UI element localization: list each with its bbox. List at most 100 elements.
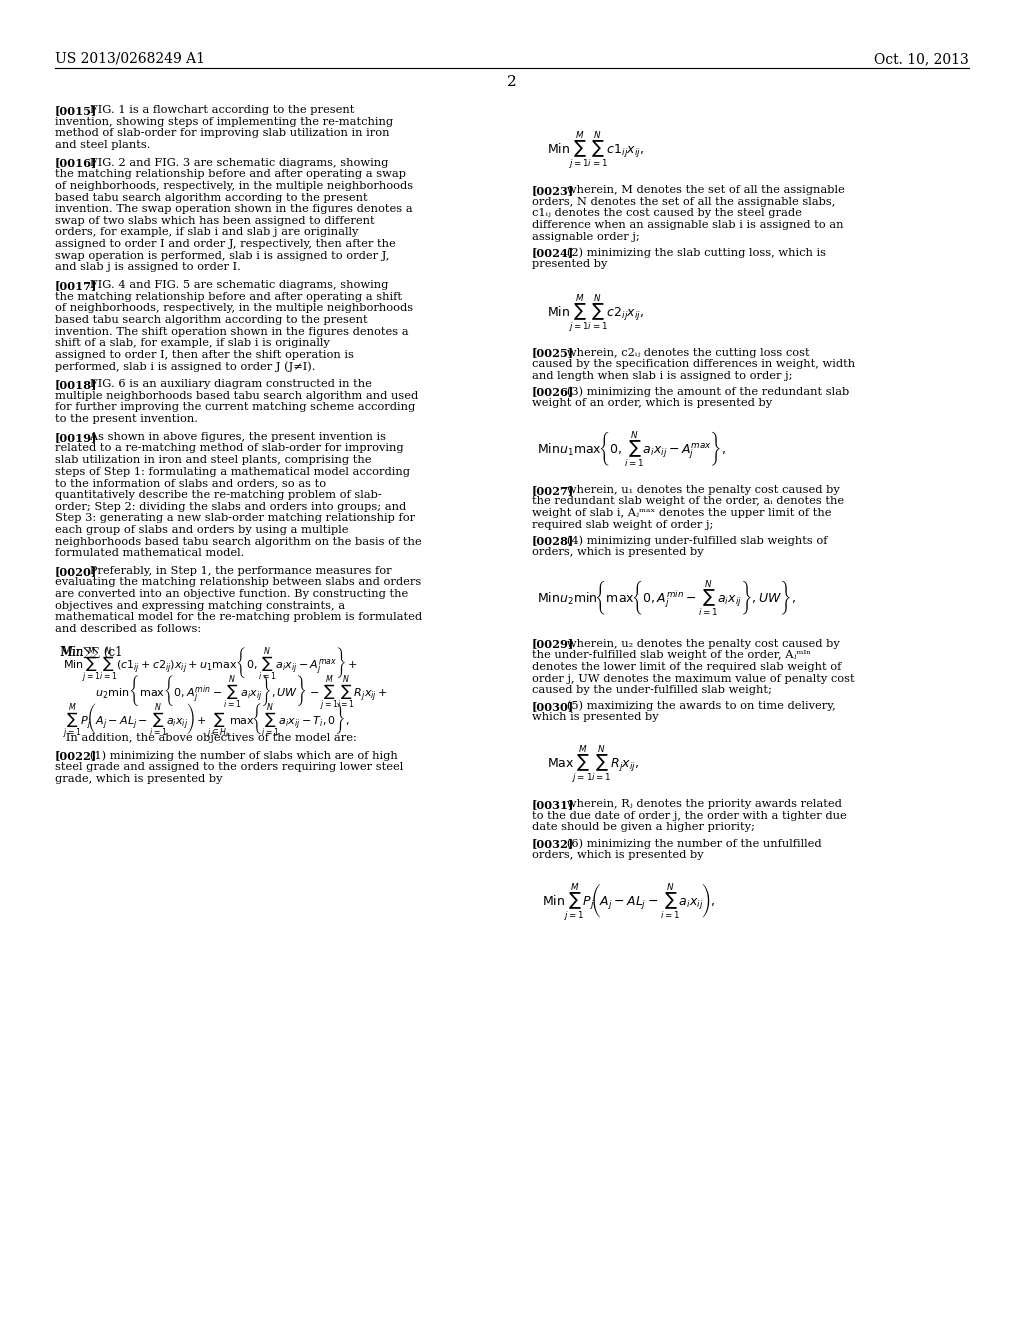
Text: difference when an assignable slab i is assigned to an: difference when an assignable slab i is … <box>532 220 844 230</box>
Text: FIG. 6 is an auxiliary diagram constructed in the: FIG. 6 is an auxiliary diagram construct… <box>79 379 373 389</box>
Text: [0017]: [0017] <box>55 280 97 290</box>
Text: (6) minimizing the number of the unfulfilled: (6) minimizing the number of the unfulfi… <box>556 838 822 849</box>
Text: Oct. 10, 2013: Oct. 10, 2013 <box>874 51 969 66</box>
Text: swap operation is performed, slab i is assigned to order J,: swap operation is performed, slab i is a… <box>55 251 389 261</box>
Text: for further improving the current matching scheme according: for further improving the current matchi… <box>55 403 416 412</box>
Text: $\mathrm{Min}\sum_{j=1}^{M}\sum_{i=1}^{N}(c1_{ij}+c2_{ij})x_{ij}+u_1\mathrm{max}: $\mathrm{Min}\sum_{j=1}^{M}\sum_{i=1}^{N… <box>63 645 358 684</box>
Text: [0015]: [0015] <box>55 106 97 116</box>
Text: presented by: presented by <box>532 259 607 269</box>
Text: [0022]: [0022] <box>55 750 97 762</box>
Text: (3) minimizing the amount of the redundant slab: (3) minimizing the amount of the redunda… <box>556 387 850 397</box>
Text: wherein, u₂ denotes the penalty cost caused by: wherein, u₂ denotes the penalty cost cau… <box>556 639 840 648</box>
Text: wherein, M denotes the set of all the assignable: wherein, M denotes the set of all the as… <box>556 185 845 195</box>
Text: FIG. 2 and FIG. 3 are schematic diagrams, showing: FIG. 2 and FIG. 3 are schematic diagrams… <box>79 157 389 168</box>
Text: of neighborhoods, respectively, in the multiple neighborhoods: of neighborhoods, respectively, in the m… <box>55 181 413 191</box>
Text: $\mathrm{Min}\sum_{j=1}^{M}P_j\!\left(A_j-AL_j-\sum_{i=1}^{N}a_ix_{ij}\right),$: $\mathrm{Min}\sum_{j=1}^{M}P_j\!\left(A_… <box>542 882 715 924</box>
Text: (5) maximizing the awards to on time delivery,: (5) maximizing the awards to on time del… <box>556 701 837 711</box>
Text: [0016]: [0016] <box>55 157 97 169</box>
Text: orders, for example, if slab i and slab j are originally: orders, for example, if slab i and slab … <box>55 227 358 238</box>
Text: [0019]: [0019] <box>55 432 97 442</box>
Text: each group of slabs and orders by using a multiple: each group of slabs and orders by using … <box>55 525 348 535</box>
Text: assignable order j;: assignable order j; <box>532 231 640 242</box>
Text: denotes the lower limit of the required slab weight of: denotes the lower limit of the required … <box>532 661 842 672</box>
Text: $\mathrm{Min}\sum_{j=1}^{M}\sum_{i=1}^{N}c2_{ij}x_{ij},$: $\mathrm{Min}\sum_{j=1}^{M}\sum_{i=1}^{N… <box>547 293 644 335</box>
Text: assigned to order I, then after the shift operation is: assigned to order I, then after the shif… <box>55 350 354 360</box>
Text: [0030]: [0030] <box>532 701 574 711</box>
Text: Min∑∑ (c1: Min∑∑ (c1 <box>60 645 123 659</box>
Text: invention, showing steps of implementing the re-matching: invention, showing steps of implementing… <box>55 116 393 127</box>
Text: [0026]: [0026] <box>532 387 574 397</box>
Text: the redundant slab weight of the order, aᵢ denotes the: the redundant slab weight of the order, … <box>532 496 844 507</box>
Text: are converted into an objective function. By constructing the: are converted into an objective function… <box>55 589 409 599</box>
Text: $\sum_{j=1}^{M}P_j\!\left(A_j-AL_j-\sum_{i=1}^{N}a_ix_{ij}\right)+\sum_{j\in H_k: $\sum_{j=1}^{M}P_j\!\left(A_j-AL_j-\sum_… <box>63 702 349 741</box>
Text: the matching relationship before and after operating a shift: the matching relationship before and aft… <box>55 292 402 302</box>
Text: $u_2\mathrm{min}\left\{\mathrm{max}\left\{0,A_j^{min}-\sum_{i=1}^{N}a_ix_{ij}\ri: $u_2\mathrm{min}\left\{\mathrm{max}\left… <box>95 673 388 713</box>
Text: [0031]: [0031] <box>532 799 574 810</box>
Text: objectives and expressing matching constraints, a: objectives and expressing matching const… <box>55 601 345 611</box>
Text: required slab weight of order j;: required slab weight of order j; <box>532 520 714 529</box>
Text: orders, which is presented by: orders, which is presented by <box>532 850 703 859</box>
Text: $\mathrm{Min}u_2\mathrm{min}\!\left\{\mathrm{max}\!\left\{0,A_j^{min}-\sum_{i=1}: $\mathrm{Min}u_2\mathrm{min}\!\left\{\ma… <box>537 578 796 619</box>
Text: weight of slab i, Aⱼᵐᵃˣ denotes the upper limit of the: weight of slab i, Aⱼᵐᵃˣ denotes the uppe… <box>532 508 831 517</box>
Text: wherein, u₁ denotes the penalty cost caused by: wherein, u₁ denotes the penalty cost cau… <box>556 484 840 495</box>
Text: and length when slab i is assigned to order j;: and length when slab i is assigned to or… <box>532 371 793 380</box>
Text: US 2013/0268249 A1: US 2013/0268249 A1 <box>55 51 205 66</box>
Text: based tabu search algorithm according to the present: based tabu search algorithm according to… <box>55 193 368 202</box>
Text: (4) minimizing under-fulfilled slab weights of: (4) minimizing under-fulfilled slab weig… <box>556 536 827 546</box>
Text: formulated mathematical model.: formulated mathematical model. <box>55 548 245 558</box>
Text: neighborhoods based tabu search algorithm on the basis of the: neighborhoods based tabu search algorith… <box>55 536 422 546</box>
Text: date should be given a higher priority;: date should be given a higher priority; <box>532 822 755 833</box>
Text: $\mathrm{Max}\sum_{j=1}^{M}\sum_{i=1}^{N}R_jx_{ij},$: $\mathrm{Max}\sum_{j=1}^{M}\sum_{i=1}^{N… <box>547 744 639 787</box>
Text: [0027]: [0027] <box>532 484 574 496</box>
Text: Step 3: generating a new slab-order matching relationship for: Step 3: generating a new slab-order matc… <box>55 513 415 523</box>
Text: performed, slab i is assigned to order J (J≠I).: performed, slab i is assigned to order J… <box>55 362 315 372</box>
Text: to the information of slabs and orders, so as to: to the information of slabs and orders, … <box>55 478 326 488</box>
Text: orders, N denotes the set of all the assignable slabs,: orders, N denotes the set of all the ass… <box>532 197 836 207</box>
Text: multiple neighborhoods based tabu search algorithm and used: multiple neighborhoods based tabu search… <box>55 391 418 401</box>
Text: invention. The shift operation shown in the figures denotes a: invention. The shift operation shown in … <box>55 326 409 337</box>
Text: swap of two slabs which has been assigned to different: swap of two slabs which has been assigne… <box>55 215 375 226</box>
Text: [0029]: [0029] <box>532 639 574 649</box>
Text: invention. The swap operation shown in the figures denotes a: invention. The swap operation shown in t… <box>55 205 413 214</box>
Text: the under-fulfilled slab weight of the order, Aⱼᵐᴵⁿ: the under-fulfilled slab weight of the o… <box>532 651 811 660</box>
Text: of neighborhoods, respectively, in the multiple neighborhoods: of neighborhoods, respectively, in the m… <box>55 304 413 313</box>
Text: [0028]: [0028] <box>532 536 574 546</box>
Text: weight of an order, which is presented by: weight of an order, which is presented b… <box>532 399 772 408</box>
Text: $\mathrm{Min}u_1\mathrm{max}\!\left\{0,\sum_{i=1}^{N}a_ix_{ij}-A_j^{max}\right\}: $\mathrm{Min}u_1\mathrm{max}\!\left\{0,\… <box>537 430 726 470</box>
Text: As shown in above figures, the present invention is: As shown in above figures, the present i… <box>79 432 386 442</box>
Text: 2: 2 <box>507 75 517 88</box>
Text: and steel plants.: and steel plants. <box>55 140 151 150</box>
Text: grade, which is presented by: grade, which is presented by <box>55 774 222 784</box>
Text: to the present invention.: to the present invention. <box>55 414 198 424</box>
Text: caused by the under-fulfilled slab weight;: caused by the under-fulfilled slab weigh… <box>532 685 772 696</box>
Text: $\mathrm{Min}\sum_{j=1}^{M}\sum_{i=1}^{N}c1_{ij}x_{ij},$: $\mathrm{Min}\sum_{j=1}^{M}\sum_{i=1}^{N… <box>547 129 644 173</box>
Text: c1ᵢⱼ denotes the cost caused by the steel grade: c1ᵢⱼ denotes the cost caused by the stee… <box>532 209 802 218</box>
Text: shift of a slab, for example, if slab i is originally: shift of a slab, for example, if slab i … <box>55 338 330 348</box>
Text: Min: Min <box>60 645 83 659</box>
Text: [0023]: [0023] <box>532 185 574 195</box>
Text: quantitatively describe the re-matching problem of slab-: quantitatively describe the re-matching … <box>55 490 382 500</box>
Text: order j, UW denotes the maximum value of penalty cost: order j, UW denotes the maximum value of… <box>532 673 855 684</box>
Text: method of slab-order for improving slab utilization in iron: method of slab-order for improving slab … <box>55 128 389 139</box>
Text: evaluating the matching relationship between slabs and orders: evaluating the matching relationship bet… <box>55 577 421 587</box>
Text: (1) minimizing the number of slabs which are of high: (1) minimizing the number of slabs which… <box>79 750 398 760</box>
Text: based tabu search algorithm according to the present: based tabu search algorithm according to… <box>55 315 368 325</box>
Text: related to a re-matching method of slab-order for improving: related to a re-matching method of slab-… <box>55 444 403 453</box>
Text: [0025]: [0025] <box>532 347 574 359</box>
Text: wherein, c2ᵢⱼ denotes the cutting loss cost: wherein, c2ᵢⱼ denotes the cutting loss c… <box>556 347 810 358</box>
Text: wherein, Rⱼ denotes the priority awards related: wherein, Rⱼ denotes the priority awards … <box>556 799 842 809</box>
Text: order; Step 2: dividing the slabs and orders into groups; and: order; Step 2: dividing the slabs and or… <box>55 502 407 512</box>
Text: the matching relationship before and after operating a swap: the matching relationship before and aft… <box>55 169 406 180</box>
Text: Preferably, in Step 1, the performance measures for: Preferably, in Step 1, the performance m… <box>79 566 392 576</box>
Text: steps of Step 1: formulating a mathematical model according: steps of Step 1: formulating a mathemati… <box>55 467 410 477</box>
Text: [0018]: [0018] <box>55 379 97 391</box>
Text: to the due date of order j, the order with a tighter due: to the due date of order j, the order wi… <box>532 810 847 821</box>
Text: [0024]: [0024] <box>532 247 574 259</box>
Text: caused by the specification differences in weight, width: caused by the specification differences … <box>532 359 855 370</box>
Text: steel grade and assigned to the orders requiring lower steel: steel grade and assigned to the orders r… <box>55 762 403 772</box>
Text: [0020]: [0020] <box>55 566 97 577</box>
Text: orders, which is presented by: orders, which is presented by <box>532 546 703 557</box>
Text: and described as follows:: and described as follows: <box>55 624 201 634</box>
Text: [0032]: [0032] <box>532 838 574 849</box>
Text: mathematical model for the re-matching problem is formulated: mathematical model for the re-matching p… <box>55 612 422 623</box>
